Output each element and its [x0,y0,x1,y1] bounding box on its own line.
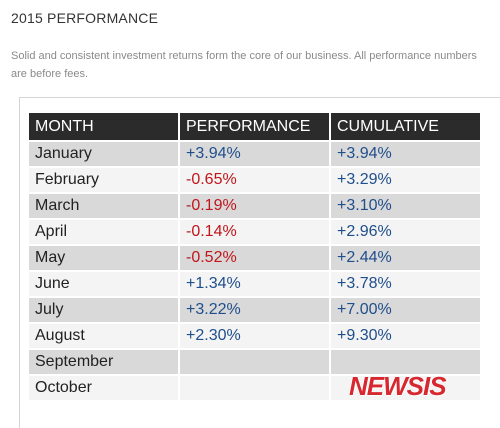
performance-cell: +3.22% [178,296,331,324]
column-header-cumulative: CUMULATIVE [329,111,482,142]
performance-cell: -0.65% [178,166,331,194]
column-header-month: MONTH [27,111,180,142]
performance-cell [178,374,331,402]
month-cell: September [27,348,180,376]
month-cell: January [27,140,180,168]
cumulative-cell: +9.30% [329,322,482,350]
performance-cell: -0.19% [178,192,331,220]
performance-cell: +2.30% [178,322,331,350]
table-row: October [27,374,482,402]
table-row: June +1.34% +3.78% [27,270,482,298]
column-header-performance: PERFORMANCE [178,111,331,142]
month-cell: February [27,166,180,194]
performance-cell: -0.14% [178,218,331,246]
page-title: 2015 PERFORMANCE [11,10,159,26]
performance-cell [178,348,331,376]
cumulative-cell: +7.00% [329,296,482,324]
performance-table: MONTH PERFORMANCE CUMULATIVE January +3.… [27,111,482,402]
cumulative-cell [329,348,482,376]
table-row: July +3.22% +7.00% [27,296,482,324]
table-row: February -0.65% +3.29% [27,166,482,194]
month-cell: July [27,296,180,324]
performance-cell: +1.34% [178,270,331,298]
page-description: Solid and consistent investment returns … [11,50,477,80]
cumulative-cell: +2.96% [329,218,482,246]
table-body: January +3.94% +3.94% February -0.65% +3… [27,140,482,402]
performance-cell: -0.52% [178,244,331,272]
table-row: January +3.94% +3.94% [27,140,482,168]
cumulative-cell [329,374,482,402]
table-row: March -0.19% +3.10% [27,192,482,220]
month-cell: August [27,322,180,350]
cumulative-cell: +3.29% [329,166,482,194]
newsis-watermark-logo: NEWSIS [349,371,447,401]
cumulative-cell: +3.94% [329,140,482,168]
month-cell: June [27,270,180,298]
performance-cell: +3.94% [178,140,331,168]
cumulative-cell: +3.78% [329,270,482,298]
table-row: August +2.30% +9.30% [27,322,482,350]
month-cell: March [27,192,180,220]
month-cell: May [27,244,180,272]
cumulative-cell: +3.10% [329,192,482,220]
table-header-row: MONTH PERFORMANCE CUMULATIVE [27,111,482,142]
month-cell: October [27,374,180,402]
table-row: May -0.52% +2.44% [27,244,482,272]
table-row: September [27,348,482,376]
table-row: April -0.14% +2.96% [27,218,482,246]
month-cell: April [27,218,180,246]
cumulative-cell: +2.44% [329,244,482,272]
